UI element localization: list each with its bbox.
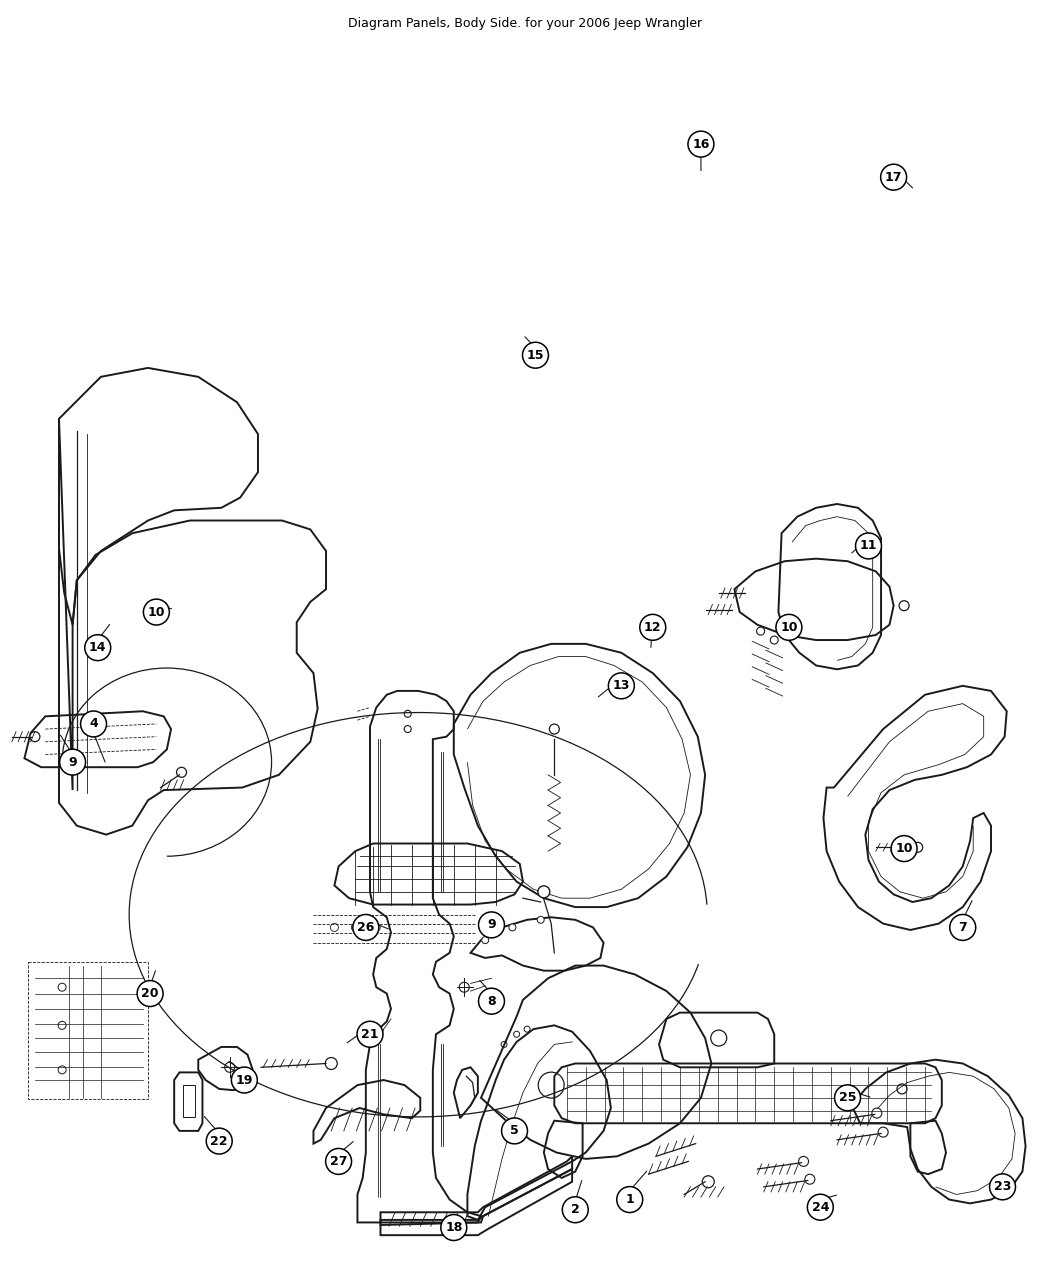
Circle shape	[29, 732, 40, 742]
Circle shape	[549, 724, 560, 734]
Circle shape	[176, 768, 187, 778]
Circle shape	[441, 1215, 467, 1241]
Circle shape	[563, 1197, 588, 1223]
Text: 10: 10	[148, 606, 165, 618]
Text: 12: 12	[644, 621, 662, 634]
Circle shape	[757, 627, 764, 635]
Text: 11: 11	[860, 539, 877, 552]
Circle shape	[688, 131, 714, 157]
Circle shape	[482, 937, 488, 944]
Circle shape	[856, 533, 881, 558]
Circle shape	[225, 1062, 234, 1072]
Circle shape	[502, 1118, 527, 1144]
Circle shape	[206, 1128, 232, 1154]
Text: Diagram Panels, Body Side. for your 2006 Jeep Wrangler: Diagram Panels, Body Side. for your 2006…	[348, 17, 702, 29]
Bar	[27, 961, 148, 1099]
Text: 27: 27	[330, 1155, 348, 1168]
Circle shape	[60, 750, 85, 775]
Circle shape	[872, 1108, 882, 1118]
Circle shape	[353, 914, 379, 941]
Text: 5: 5	[510, 1125, 519, 1137]
Circle shape	[878, 1127, 888, 1137]
Text: 1: 1	[626, 1193, 634, 1206]
Circle shape	[479, 912, 504, 938]
Text: 7: 7	[959, 921, 967, 933]
Circle shape	[509, 924, 516, 931]
Circle shape	[81, 711, 106, 737]
Circle shape	[891, 835, 917, 862]
Text: 18: 18	[445, 1221, 462, 1234]
Text: 16: 16	[692, 138, 710, 150]
Circle shape	[608, 673, 634, 699]
Text: 13: 13	[612, 680, 630, 692]
Circle shape	[326, 1149, 352, 1174]
Circle shape	[835, 1085, 861, 1111]
Text: 14: 14	[89, 641, 106, 654]
Text: 25: 25	[839, 1091, 857, 1104]
Text: 21: 21	[361, 1028, 379, 1040]
Circle shape	[85, 635, 110, 660]
Text: 26: 26	[357, 921, 375, 933]
Circle shape	[799, 1156, 808, 1167]
Circle shape	[404, 725, 412, 733]
Circle shape	[357, 1021, 383, 1047]
Circle shape	[538, 886, 550, 898]
Circle shape	[523, 342, 548, 368]
Text: 10: 10	[896, 842, 912, 856]
Text: 23: 23	[994, 1181, 1011, 1193]
Text: 4: 4	[89, 718, 98, 731]
Text: 19: 19	[235, 1074, 253, 1086]
Circle shape	[616, 1187, 643, 1213]
Circle shape	[538, 917, 544, 923]
Circle shape	[326, 1057, 337, 1070]
Circle shape	[702, 1176, 714, 1188]
Circle shape	[807, 1195, 834, 1220]
Circle shape	[771, 636, 778, 644]
Text: 22: 22	[210, 1135, 228, 1148]
Circle shape	[881, 164, 906, 190]
Text: 24: 24	[812, 1201, 830, 1214]
Circle shape	[805, 1174, 815, 1184]
Text: 20: 20	[142, 987, 159, 1000]
Bar	[183, 1085, 195, 1117]
Circle shape	[138, 980, 163, 1006]
Text: 2: 2	[571, 1204, 580, 1216]
Text: 9: 9	[68, 756, 77, 769]
Circle shape	[459, 982, 469, 992]
Circle shape	[144, 599, 169, 625]
Text: 8: 8	[487, 994, 496, 1007]
Text: 15: 15	[527, 348, 544, 362]
Circle shape	[231, 1067, 257, 1093]
Circle shape	[479, 988, 504, 1014]
Circle shape	[639, 615, 666, 640]
Circle shape	[899, 601, 909, 611]
Text: 9: 9	[487, 918, 496, 932]
Circle shape	[950, 914, 975, 941]
Text: 17: 17	[885, 171, 902, 184]
Text: 10: 10	[780, 621, 798, 634]
Circle shape	[776, 615, 802, 640]
Circle shape	[989, 1174, 1015, 1200]
Circle shape	[404, 710, 412, 718]
Circle shape	[912, 843, 923, 852]
